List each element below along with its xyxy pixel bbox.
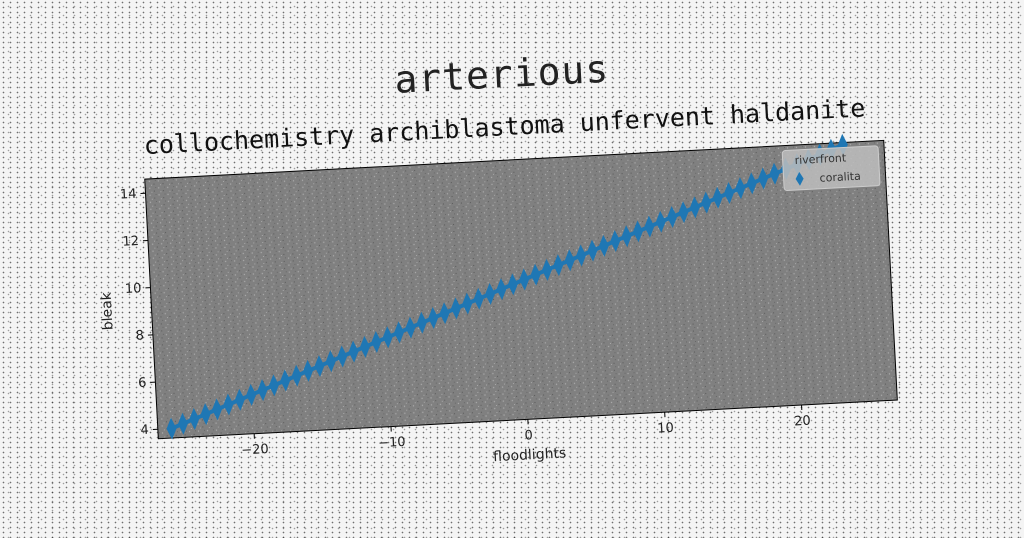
x-tick-label: 0	[524, 428, 533, 443]
legend: riverfront coralita	[782, 146, 880, 191]
y-axis-label: bleak	[99, 291, 117, 331]
y-tick-label: 8	[135, 328, 144, 343]
legend-entry-riverfront: riverfront	[794, 151, 847, 167]
x-axis-label: floodlights	[493, 445, 567, 465]
y-tick-label: 4	[140, 423, 149, 438]
y-tick-label: 14	[120, 187, 137, 203]
x-tick-label: −20	[241, 442, 269, 458]
y-tick-label: 6	[138, 376, 147, 391]
y-tick-label: 10	[125, 281, 142, 297]
x-tick-label: 20	[794, 414, 811, 430]
y-tick-label: 12	[122, 234, 139, 250]
x-tick-label: 10	[657, 421, 674, 437]
x-tick-label: −10	[378, 435, 406, 451]
legend-entry-coralita: coralita	[819, 170, 861, 185]
